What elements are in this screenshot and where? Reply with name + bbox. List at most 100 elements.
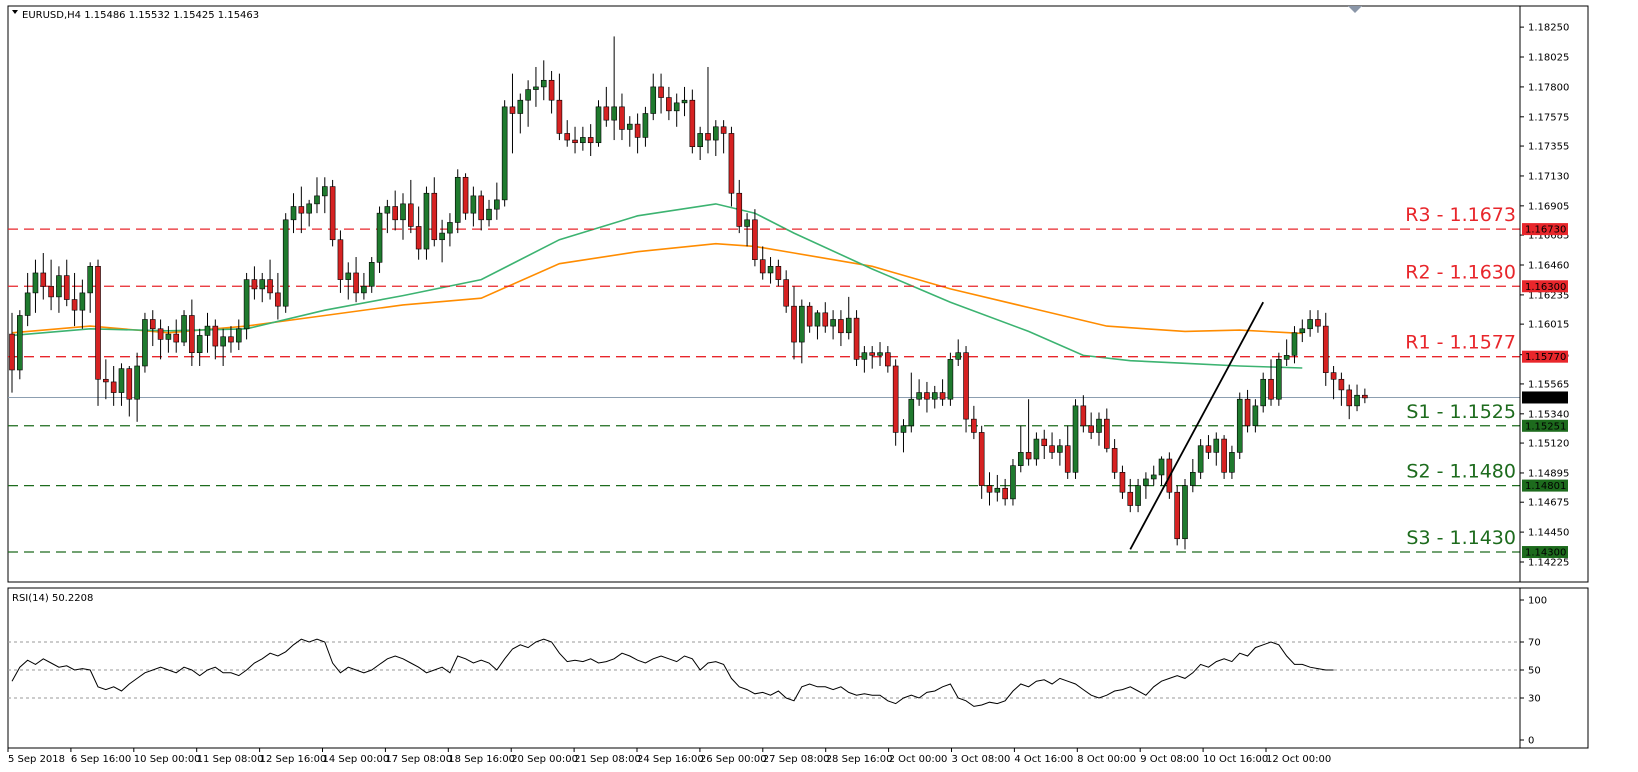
candle-body: [861, 352, 868, 360]
candle-body: [806, 305, 813, 327]
candle-body: [134, 365, 140, 400]
candle: [783, 270, 789, 313]
candle-body: [1033, 438, 1040, 460]
candle: [595, 100, 602, 147]
trendline-layer[interactable]: [1129, 301, 1264, 550]
candle-body: [845, 317, 852, 334]
dropdown-triangle-icon[interactable]: [12, 10, 18, 14]
candle-body: [118, 368, 125, 393]
candle: [814, 310, 821, 340]
candle-body: [1049, 445, 1055, 453]
candle: [298, 186, 305, 234]
price-tick-label: 1.15340: [1528, 409, 1569, 420]
candle: [548, 70, 555, 114]
level-price-tag-bg: [1522, 280, 1568, 293]
candle-body: [87, 266, 93, 294]
rsi-header: RSI(14) 50.2208: [12, 593, 93, 604]
candle-body: [165, 333, 172, 340]
candle-body: [650, 86, 657, 114]
candle: [353, 257, 359, 303]
price-tick-label: 1.15565: [1528, 379, 1569, 390]
candle: [110, 365, 117, 406]
price-tick-label: 1.14225: [1528, 558, 1569, 569]
candle-body: [517, 99, 524, 114]
candle-body: [1017, 452, 1024, 466]
candle: [95, 259, 101, 406]
candle: [587, 124, 594, 157]
candle: [1268, 359, 1274, 406]
candle: [978, 425, 985, 499]
candle: [900, 419, 907, 453]
candle-body: [1330, 372, 1337, 380]
candle: [611, 36, 617, 141]
candle: [963, 346, 969, 433]
candle: [1111, 439, 1118, 479]
current-price-tag-bg: [1522, 391, 1568, 404]
candle-body: [470, 195, 477, 214]
candle: [1017, 425, 1024, 473]
candle: [259, 272, 266, 303]
candle: [509, 73, 516, 154]
rsi-tick-label: 70: [1528, 638, 1541, 649]
candle-body: [877, 352, 883, 356]
candle-body: [611, 106, 617, 121]
candle: [1252, 399, 1259, 433]
candle-body: [509, 106, 516, 114]
time-tick-label: 11 Sep 08:00: [197, 754, 264, 765]
candle-body: [548, 79, 555, 101]
candle-body: [1236, 398, 1243, 453]
price-tick-label: 1.17575: [1528, 112, 1569, 123]
candle-body: [189, 315, 195, 353]
candle-body: [204, 325, 211, 336]
time-tick-label: 24 Sep 16:00: [637, 754, 704, 765]
candle-body: [916, 392, 922, 400]
candle-body: [963, 352, 969, 420]
candle-body: [580, 137, 586, 144]
candle: [517, 93, 524, 134]
candle: [368, 257, 375, 293]
candle: [1315, 310, 1321, 333]
candle-body: [63, 275, 70, 300]
candle: [689, 89, 696, 154]
candle: [572, 126, 578, 154]
candle-body: [415, 226, 422, 250]
candle: [40, 253, 47, 300]
candle: [1064, 425, 1071, 479]
candle-body: [752, 219, 758, 260]
candle: [447, 213, 453, 247]
candle: [955, 339, 962, 366]
candle-body: [1096, 418, 1102, 433]
candle-body: [1119, 471, 1126, 493]
candle-body: [368, 262, 375, 287]
candle: [384, 199, 391, 234]
moving-average-fast-line: [11, 203, 1303, 369]
candle: [1088, 412, 1094, 440]
candle-body: [32, 272, 39, 294]
candle-body: [900, 425, 907, 433]
chart-shift-marker-icon[interactable]: [1348, 6, 1362, 13]
candle: [885, 346, 891, 373]
candle: [501, 100, 508, 207]
candle-body: [767, 266, 774, 274]
candle: [939, 379, 946, 406]
candle: [1330, 365, 1337, 400]
candle: [650, 73, 657, 121]
symbol-header: EURUSD,H4 1.15486 1.15532 1.15425 1.1546…: [22, 10, 259, 21]
candle: [408, 179, 414, 234]
level-price-tag-bg: [1522, 419, 1568, 432]
candle: [24, 272, 31, 327]
candle: [431, 177, 438, 247]
candle: [697, 126, 703, 161]
candle-body: [48, 285, 54, 298]
candle: [619, 93, 625, 141]
candle-body: [791, 305, 797, 343]
candle: [9, 312, 15, 393]
level-price-tag: 1.14300: [1525, 548, 1566, 559]
candle: [1057, 439, 1063, 466]
candle: [1135, 478, 1141, 513]
candle-body: [759, 259, 766, 274]
candle-body: [1057, 445, 1063, 453]
candle-body: [157, 328, 164, 340]
candle: [275, 272, 281, 320]
